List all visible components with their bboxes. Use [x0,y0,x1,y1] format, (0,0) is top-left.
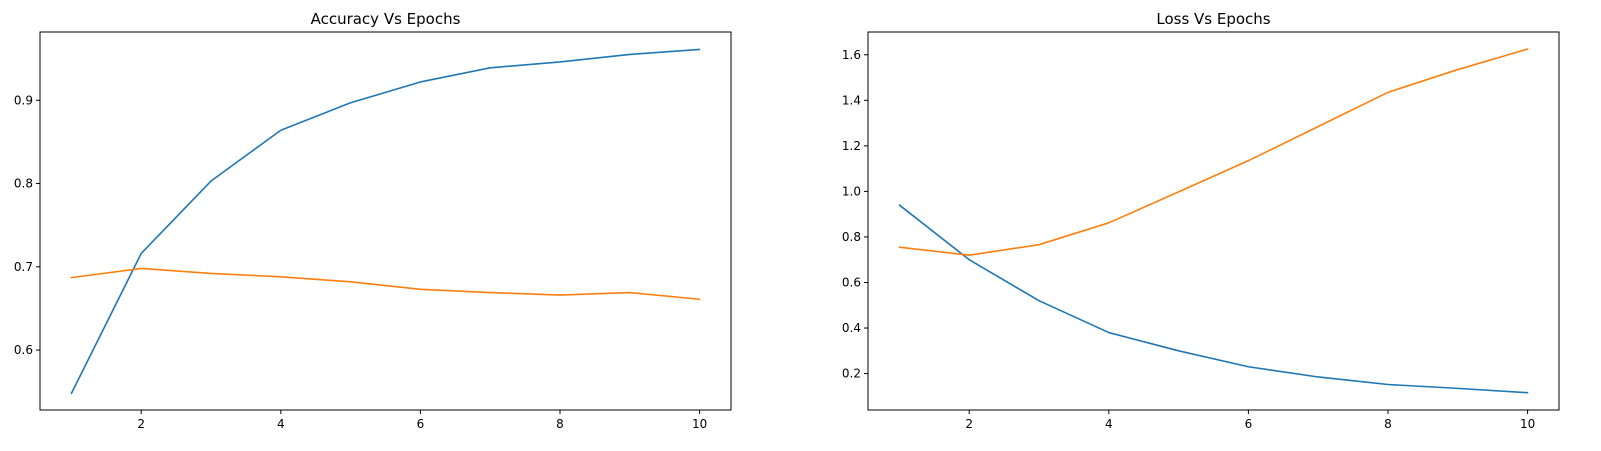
accuracy-y-tick-label: 0.8 [14,177,33,191]
accuracy-x-tick-label: 4 [277,417,285,431]
accuracy-y-tick-label: 0.6 [14,343,33,357]
loss-axes-frame [867,31,1560,411]
loss-y-tick-label: 1.4 [842,93,861,107]
loss-x-tick-label: 8 [1384,417,1392,431]
loss-y-tick-label: 0.8 [842,230,861,244]
loss-x-tick-label: 6 [1245,417,1253,431]
loss-chart: Loss Vs Epochs 2 4 6 8 10 0.2 0.4 0.6 0.8 1.0 1.2 1… [842,10,1560,431]
accuracy-y-tick-label: 0.9 [14,93,33,107]
loss-y-tick-label: 1.0 [842,184,861,198]
accuracy-x-tick-label: 2 [137,417,145,431]
loss-y-tick-label: 0.6 [842,275,861,289]
accuracy-chart: Accuracy Vs Epochs 2 4 6 8 10 0.6 0.7 0.8 0.9 [14,10,732,431]
accuracy-axes-frame [39,31,732,411]
loss-y-tick-label: 1.2 [842,139,861,153]
accuracy-val-line [70,267,701,301]
accuracy-x-tick-label: 8 [556,417,564,431]
loss-x-tick-label: 10 [1520,417,1535,431]
accuracy-x-tick-label: 6 [417,417,425,431]
accuracy-chart-title: Accuracy Vs Epochs [311,10,461,28]
loss-train-line [898,204,1529,394]
accuracy-y-tick-label: 0.7 [14,260,33,274]
loss-y-tick-label: 0.4 [842,321,861,335]
accuracy-x-tick-label: 10 [692,417,707,431]
loss-x-tick-label: 2 [965,417,973,431]
loss-chart-title: Loss Vs Epochs [1156,10,1270,28]
loss-val-line [898,48,1529,256]
loss-y-tick-label: 1.6 [842,48,861,62]
loss-y-tick-label: 0.2 [842,367,861,381]
loss-x-tick-label: 4 [1105,417,1113,431]
accuracy-train-line [70,48,701,395]
